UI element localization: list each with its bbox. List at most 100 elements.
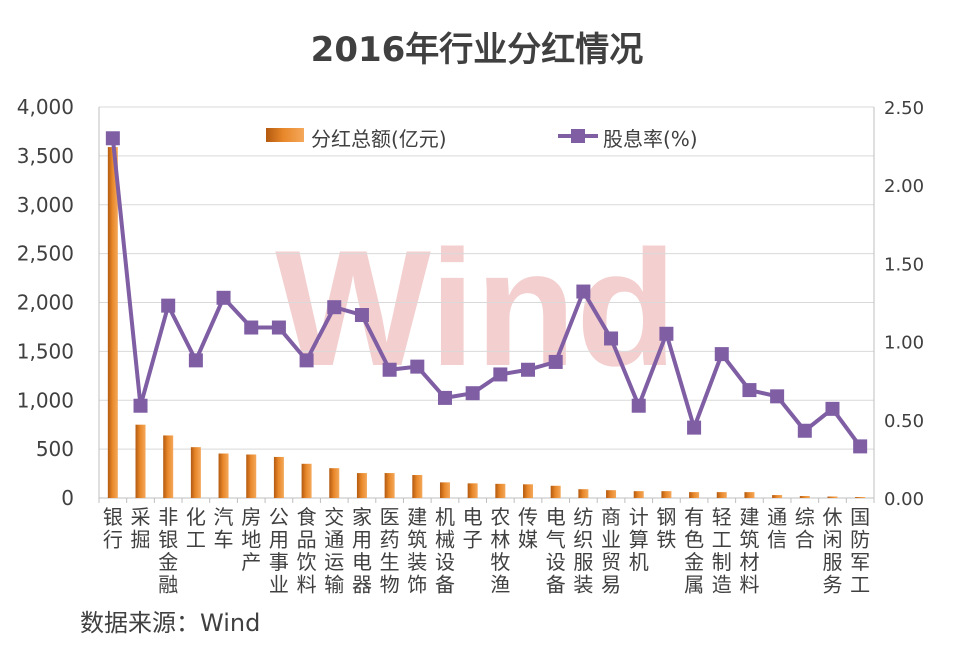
bar bbox=[550, 485, 561, 498]
bar bbox=[716, 492, 727, 498]
bar bbox=[163, 435, 174, 498]
line-point bbox=[327, 300, 342, 315]
dividend-yield-line bbox=[110, 138, 862, 448]
x-axis-labels: 银行采掘非银金融化工汽车房地产公用事业食品饮料交通运输家用电器医药生物建筑装饰机… bbox=[103, 505, 870, 597]
y-axis-left: 0 500 1,000 1,500 2,000 2,500 3,000 3,500 4,000 bbox=[17, 95, 74, 510]
x-tick-label: 通信 bbox=[767, 505, 787, 552]
bar bbox=[523, 484, 534, 498]
y-left-tick-label: 1,500 bbox=[17, 339, 74, 363]
legend-bar-swatch bbox=[266, 128, 304, 142]
x-tick-label: 建筑材料 bbox=[739, 505, 759, 597]
x-tick-label: 机械设备 bbox=[435, 505, 455, 597]
bar bbox=[439, 482, 450, 498]
line-point bbox=[825, 401, 840, 416]
bar bbox=[467, 483, 478, 498]
line-point bbox=[410, 359, 425, 374]
bar bbox=[799, 496, 810, 498]
y-left-tick-label: 3,000 bbox=[17, 193, 74, 217]
bar bbox=[827, 496, 838, 498]
bar bbox=[301, 463, 312, 498]
x-tick-label: 公用事业 bbox=[269, 505, 289, 597]
x-tick-label: 化工 bbox=[186, 505, 206, 552]
x-tick-label: 休闲服务 bbox=[822, 505, 842, 597]
y-left-tick-label: 2,500 bbox=[17, 242, 74, 266]
y-left-tick-label: 0 bbox=[61, 486, 74, 510]
y-right-tick-label: 2.00 bbox=[884, 176, 924, 197]
bar bbox=[246, 454, 257, 498]
x-tick-label: 银行 bbox=[103, 505, 123, 552]
line-point bbox=[576, 284, 591, 299]
bar bbox=[689, 492, 700, 498]
line-point bbox=[465, 386, 480, 401]
bar bbox=[135, 424, 146, 498]
x-tick-label: 非银金融 bbox=[158, 505, 178, 597]
x-tick-label: 交通运输 bbox=[324, 505, 344, 597]
bar bbox=[633, 491, 644, 498]
line-point bbox=[299, 353, 314, 368]
x-tick-label: 计算机 bbox=[629, 505, 649, 574]
line-point bbox=[742, 383, 757, 398]
x-tick-label: 房地产 bbox=[241, 505, 261, 574]
bar bbox=[744, 492, 755, 498]
chart-title: 2016年行业分红情况 bbox=[310, 30, 644, 70]
bar bbox=[273, 456, 284, 498]
y-right-tick-label: 1.50 bbox=[884, 254, 924, 275]
x-tick-label: 食品饮料 bbox=[297, 505, 317, 597]
bar-series bbox=[107, 147, 866, 498]
line-point bbox=[133, 398, 148, 413]
x-tick-label: 国防军工 bbox=[850, 505, 870, 597]
y-left-tick-label: 500 bbox=[36, 437, 74, 461]
y-left-tick-label: 2,000 bbox=[17, 291, 74, 315]
line-series bbox=[105, 131, 868, 454]
line-point bbox=[216, 290, 231, 305]
line-point bbox=[687, 420, 702, 435]
x-tick-label: 纺织服装 bbox=[573, 505, 593, 597]
line-point bbox=[437, 390, 452, 405]
x-tick-label: 有色金属 bbox=[684, 505, 704, 597]
source-note: 数据来源：Wind bbox=[80, 609, 261, 637]
bar bbox=[412, 475, 423, 498]
line-point bbox=[354, 308, 369, 323]
line-point bbox=[521, 362, 536, 377]
bar bbox=[495, 483, 506, 498]
line-point bbox=[770, 389, 785, 404]
bar bbox=[384, 473, 395, 498]
bar bbox=[855, 497, 866, 498]
y-right-tick-label: 0.00 bbox=[884, 489, 924, 510]
bar bbox=[218, 453, 229, 498]
bar bbox=[772, 495, 783, 498]
legend-line-marker bbox=[571, 129, 585, 143]
x-tick-label: 家用电器 bbox=[352, 505, 372, 597]
line-point bbox=[853, 439, 868, 454]
bar bbox=[190, 447, 201, 498]
line-point bbox=[161, 298, 176, 313]
x-tick-label: 采掘 bbox=[131, 505, 151, 552]
x-tick-label: 汽车 bbox=[214, 505, 234, 552]
x-tick-label: 电子 bbox=[463, 505, 483, 552]
line-point bbox=[271, 320, 286, 335]
bar bbox=[107, 147, 118, 498]
bar bbox=[356, 473, 367, 498]
bar bbox=[578, 489, 589, 498]
legend-bar-label: 分红总额(亿元) bbox=[311, 127, 447, 151]
x-tick-label: 建筑装饰 bbox=[407, 505, 427, 597]
y-left-tick-label: 1,000 bbox=[17, 388, 74, 412]
line-point bbox=[631, 398, 646, 413]
y-left-tick-label: 3,500 bbox=[17, 144, 74, 168]
line-point bbox=[604, 331, 619, 346]
bar bbox=[606, 490, 617, 498]
line-point bbox=[105, 131, 120, 146]
line-point bbox=[797, 423, 812, 438]
x-tick-label: 农林牧渔 bbox=[490, 505, 510, 597]
bar bbox=[661, 491, 672, 498]
y-right-tick-label: 0.50 bbox=[884, 411, 924, 432]
x-tick-label: 商业贸易 bbox=[601, 505, 621, 597]
line-point bbox=[548, 354, 563, 369]
line-point bbox=[493, 367, 508, 382]
x-tick-label: 轻工制造 bbox=[712, 505, 732, 597]
legend: 分红总额(亿元) 股息率(%) bbox=[266, 127, 698, 151]
x-tick-label: 钢铁 bbox=[656, 505, 676, 552]
y-right-tick-label: 1.00 bbox=[884, 333, 924, 354]
line-point bbox=[714, 347, 729, 362]
